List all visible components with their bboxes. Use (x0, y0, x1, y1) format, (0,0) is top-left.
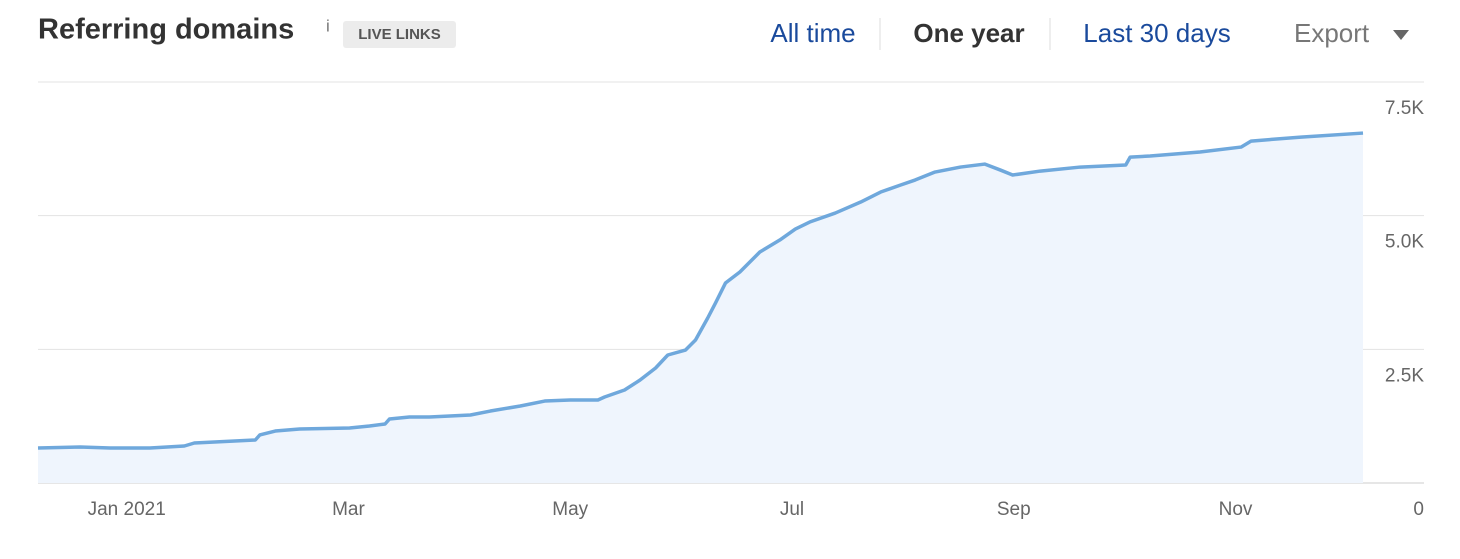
area-fill (38, 133, 1364, 483)
chart-title: Referring domains (38, 14, 294, 46)
dropdown-arrow[interactable] (1393, 30, 1409, 40)
x-tick-label: Sep (997, 499, 1031, 520)
x-tick-label: Nov (1219, 499, 1253, 520)
line (37, 131, 1364, 450)
y-tick-label: 5.0K (1385, 232, 1424, 253)
x-tick-label: May (552, 499, 588, 520)
info-icon[interactable]: i (326, 16, 330, 35)
y-tick-label: 7.5K (1385, 98, 1424, 119)
x-tick-label: Jan 2021 (88, 499, 166, 520)
y-tick-label: 2.5K (1385, 365, 1424, 386)
x-tick-label: Jul (780, 499, 804, 520)
tab[interactable]: One year (913, 18, 1024, 48)
tabs: All time One year Last 30 days (770, 18, 1230, 48)
tab[interactable]: Last 30 days (1083, 18, 1230, 48)
badge: LIVE LINKS (358, 26, 441, 43)
tab[interactable]: All time (770, 18, 855, 48)
badge-bg (343, 21, 456, 48)
y-tick-label: 0 (1413, 499, 1424, 520)
export-button[interactable]: Export (1294, 18, 1370, 48)
x-tick-label: Mar (332, 499, 365, 520)
